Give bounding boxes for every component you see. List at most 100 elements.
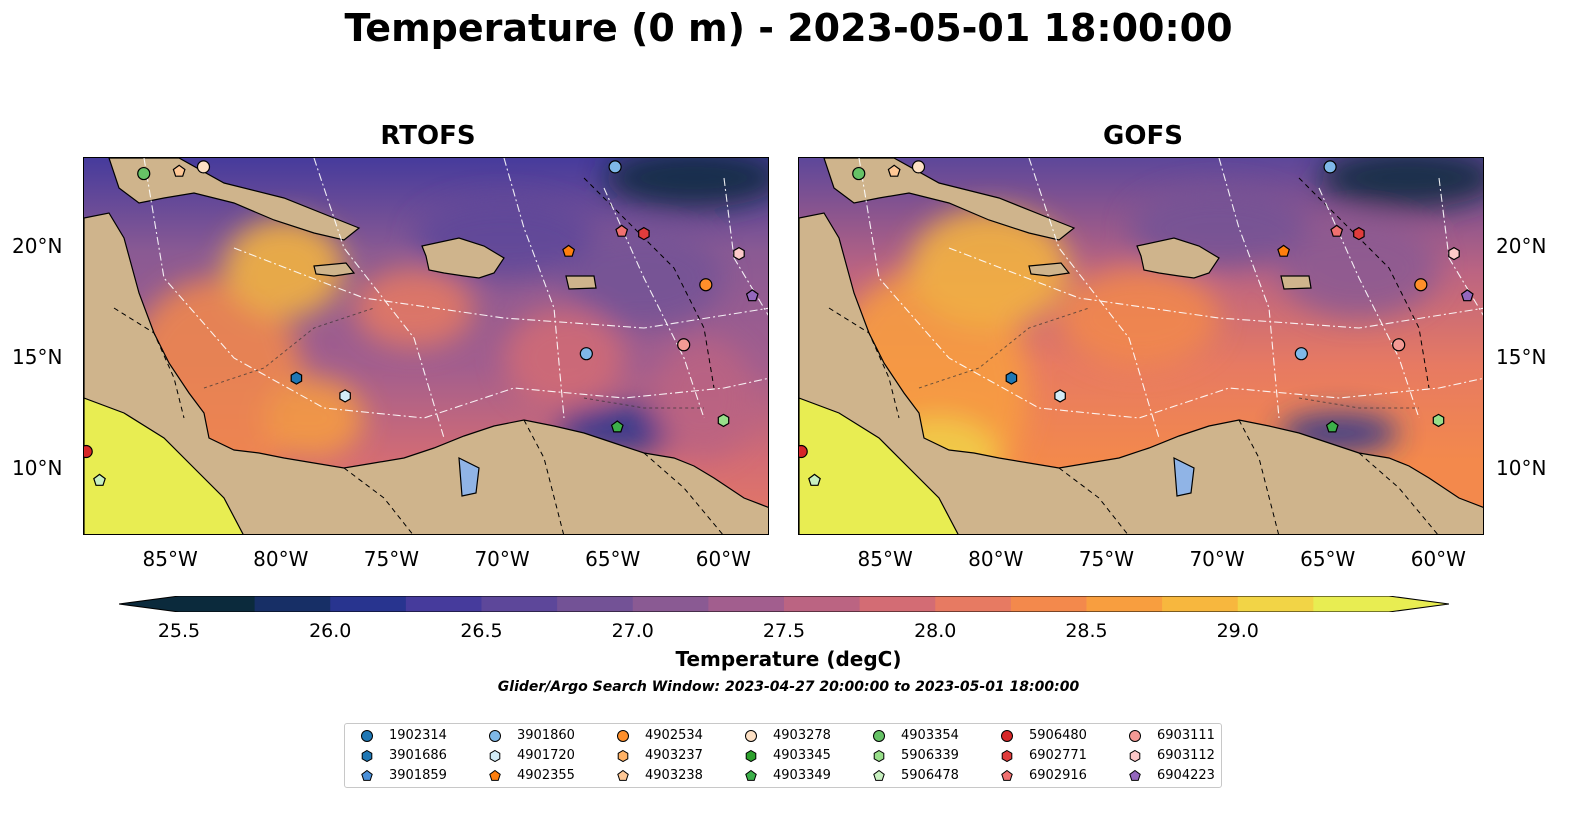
lon-tick-label: 60°W: [1410, 547, 1466, 571]
colorbar-tick-label: 27.5: [762, 620, 806, 642]
colorbar-tick-label: 28.5: [1065, 620, 1108, 642]
legend-marker-pentagon: [617, 769, 629, 781]
float-marker-4902534: [699, 278, 713, 292]
lat-tick-label-right: 20°N: [1496, 233, 1547, 258]
colorbar-tick-label: 25.5: [157, 620, 201, 642]
float-marker-4902355: [562, 244, 576, 257]
legend-label: 3901860: [517, 728, 575, 743]
legend-marker-pentagon: [745, 769, 757, 781]
colorbar-extend-low: [119, 596, 179, 612]
legend-marker-circle: [489, 730, 501, 742]
float-marker-6904223: [745, 289, 759, 302]
float-marker-6903112: [733, 246, 745, 261]
legend-label: 4903238: [645, 768, 703, 783]
lat-tick-label-left: 10°N: [12, 456, 63, 481]
legend-label: 4902355: [517, 768, 575, 783]
legend-marker-circle: [873, 730, 885, 742]
float-marker-4903354: [852, 166, 866, 181]
float-marker-6904223: [1460, 289, 1474, 302]
colorbar-cell: [935, 596, 1012, 612]
float-marker-6903112: [1448, 246, 1460, 261]
legend-label: 4903345: [773, 748, 831, 763]
colorbar-cell: [632, 596, 709, 612]
lon-tick-label: 70°W: [474, 547, 530, 571]
legend-label: 6902916: [1029, 768, 1087, 783]
colorbar-label: Temperature (degC): [675, 647, 902, 671]
legend-label: 1902314: [389, 728, 447, 743]
float-marker-6902916: [615, 224, 629, 237]
legend-label: 6903111: [1157, 728, 1215, 743]
lat-tick-label-left: 20°N: [12, 233, 63, 258]
float-marker-4902355: [1277, 244, 1291, 257]
gofs-map-canvas: [799, 158, 1483, 534]
panel-title-rtofs: RTOFS: [380, 121, 476, 151]
colorbar-cell: [784, 596, 861, 612]
lon-tick-label: 60°W: [695, 547, 751, 571]
float-marker-4901720: [1054, 389, 1066, 403]
legend-label: 6904223: [1157, 768, 1215, 783]
float-marker-5906478: [808, 473, 821, 486]
colorbar-tick-label: 29.0: [1216, 620, 1259, 642]
colorbar-extend-high: [1389, 596, 1449, 612]
float-marker-4903278: [196, 160, 211, 174]
legend-marker-circle: [361, 730, 373, 742]
colorbar-cell: [1237, 596, 1314, 612]
float-marker-6903111: [677, 338, 691, 352]
legend-label: 6903112: [1157, 748, 1215, 763]
legend-marker-circle: [617, 730, 629, 742]
float-marker-6903111: [1392, 338, 1406, 352]
legend-marker-circle: [745, 730, 757, 742]
legend-marker-hexagon: [361, 749, 373, 763]
colorbar-cell: [1313, 596, 1390, 612]
legend-label: 4903354: [901, 728, 959, 743]
colorbar-cell: [330, 596, 407, 612]
float-marker-4903238: [172, 164, 186, 177]
lat-tick-label-right: 10°N: [1496, 456, 1547, 481]
figure-title: Temperature (0 m) - 2023-05-01 18:00:00: [344, 6, 1233, 50]
colorbar-cell: [557, 596, 634, 612]
float-marker-3901860: [579, 347, 593, 361]
legend-label: 4903278: [773, 728, 831, 743]
legend: 1902314 3901686 3901859 3901860 4901720 49023…: [344, 723, 1222, 788]
rtofs-map: [83, 157, 769, 535]
float-marker-4901720: [339, 389, 351, 403]
colorbar-cell: [481, 596, 558, 612]
legend-marker-pentagon: [361, 769, 373, 781]
float-marker-5906480: [84, 444, 93, 459]
float-marker-6902771: [638, 226, 650, 241]
float-marker-3901860: [608, 160, 622, 174]
float-marker-5906480: [799, 444, 808, 459]
float-marker-5906339: [717, 413, 730, 428]
legend-label: 5906480: [1029, 728, 1087, 743]
legend-label: 4903349: [773, 768, 831, 783]
float-marker-6902771: [1353, 226, 1365, 241]
legend-label: 4903237: [645, 748, 703, 763]
float-marker-5906339: [1432, 413, 1445, 428]
float-marker-4903349: [1325, 420, 1339, 433]
legend-label: 3901686: [389, 748, 447, 763]
float-marker-3901686: [290, 371, 303, 385]
legend-label: 4902534: [645, 728, 703, 743]
float-marker-4903349: [610, 420, 624, 433]
colorbar-cell: [1086, 596, 1163, 612]
float-marker-3901860: [1323, 160, 1337, 174]
panel-title-gofs: GOFS: [1103, 121, 1183, 151]
legend-marker-hexagon: [745, 749, 757, 763]
rtofs-map-canvas: [84, 158, 768, 534]
legend-marker-hexagon: [617, 749, 629, 763]
lon-tick-label: 65°W: [585, 547, 641, 571]
colorbar-cell: [1162, 596, 1239, 612]
float-marker-3901686: [1005, 371, 1018, 385]
legend-marker-hexagon: [873, 749, 885, 763]
colorbar-tick-label: 26.5: [460, 620, 503, 642]
colorbar-cell: [1010, 596, 1087, 612]
lon-tick-label: 75°W: [1078, 547, 1135, 571]
colorbar-cell: [405, 596, 482, 612]
legend-marker-hexagon: [1001, 749, 1013, 763]
legend-label: 5906478: [901, 768, 959, 783]
legend-label: 5906339: [901, 748, 959, 763]
colorbar-tick-label: 27.0: [611, 620, 654, 642]
lon-tick-label: 80°W: [253, 547, 309, 571]
legend-marker-pentagon: [1129, 769, 1141, 781]
colorbar-tick-label: 28.0: [914, 620, 957, 642]
